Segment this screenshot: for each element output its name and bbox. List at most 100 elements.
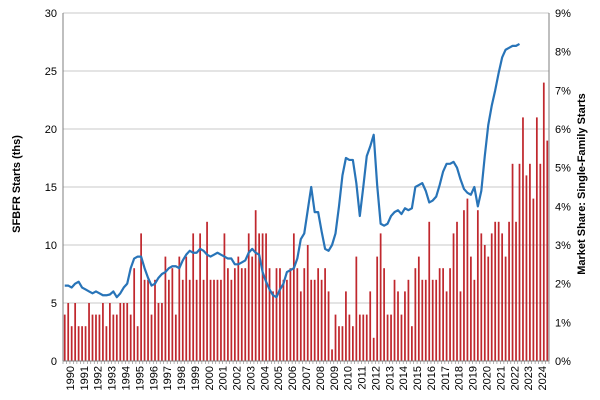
bar [411,326,413,361]
line-series [64,42,521,299]
bar [525,175,528,361]
bar [164,256,167,361]
bar [369,291,372,361]
bar [483,245,486,361]
bar [181,279,184,361]
x-tick-label: 1997 [162,366,174,390]
bar [178,256,181,361]
bar [109,303,111,361]
bar [289,268,292,361]
bar [209,279,212,361]
bar [188,279,191,361]
bar [476,210,479,361]
bar [442,268,444,361]
x-tick-label: 1990 [65,366,77,390]
x-tick-label: 2004 [259,366,271,390]
y2-tick-label: 4% [555,201,571,213]
bar [185,256,188,361]
x-tick-label: 2001 [218,366,230,390]
bar [195,279,198,361]
bar [202,279,205,361]
y-tick-label: 15 [45,182,57,194]
bar [91,314,94,361]
bar [355,256,358,361]
bar [147,279,149,361]
bar [372,337,375,361]
x-tick-label: 1996 [148,366,160,390]
y2-tick-label: 0% [555,356,571,368]
bar [379,233,382,361]
bar [279,268,281,361]
bar [67,303,70,361]
bar [341,326,344,361]
bar [220,279,222,361]
bar-series [63,82,549,362]
y2-tick-label: 8% [555,47,571,59]
bar [501,233,504,361]
bar [383,268,385,361]
bar [168,279,170,361]
bar [126,303,129,361]
x-tick-label: 2014 [398,366,410,390]
x-tick-label: 2018 [454,366,466,390]
bar [192,233,195,361]
bar [393,279,396,361]
bar [397,291,399,361]
bar [324,268,326,361]
bar [223,233,226,361]
bar [473,279,476,361]
x-tick-label: 2010 [343,366,355,390]
bar [213,279,215,361]
x-tick-label: 2016 [426,366,438,390]
bar [74,303,77,361]
x-tick-label: 2019 [468,366,480,390]
x-tick-label: 2005 [273,366,285,390]
bar [317,268,320,361]
market-share-line [64,42,521,299]
bar [463,210,465,361]
x-tick-label: 2017 [440,366,452,390]
bar [143,279,146,361]
bar [237,256,240,361]
bar [292,233,295,361]
x-tick-label: 2022 [509,366,521,390]
bar [345,291,347,361]
x-tick-label: 2002 [232,366,244,390]
bar [414,268,417,361]
bar [535,117,538,362]
bar [240,268,243,361]
bar [546,140,549,361]
bar [529,163,531,361]
bar [63,314,66,361]
bar [122,303,125,361]
bar [327,291,330,361]
bar [70,326,73,361]
bar [404,291,406,361]
bar [299,291,302,361]
bar [206,221,208,361]
bar [470,256,472,361]
bar [480,233,483,361]
bar [424,279,427,361]
bar [362,314,365,361]
x-tick-label: 1995 [134,366,146,390]
bar [261,233,264,361]
bar [400,314,403,361]
bar [199,233,201,361]
bar [136,326,139,361]
bar [542,82,545,361]
y-tick-label: 30 [45,8,57,20]
bar [112,314,115,361]
x-tick-label: 2024 [537,366,549,390]
bar [508,221,510,361]
bar [115,314,118,361]
bar [334,314,337,361]
bar [431,279,434,361]
bar [286,279,288,361]
bar [348,314,351,361]
y2-tick-label: 3% [555,240,571,252]
bar [171,268,174,361]
bar [390,314,392,361]
bar [504,256,507,361]
